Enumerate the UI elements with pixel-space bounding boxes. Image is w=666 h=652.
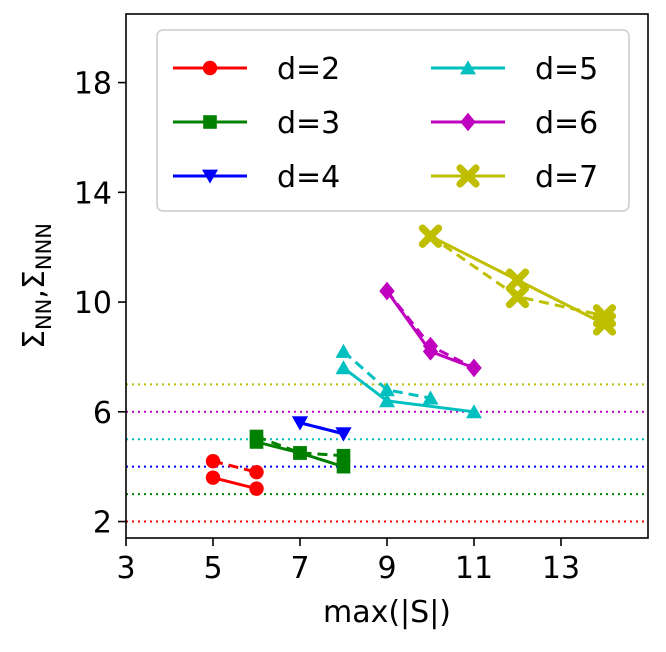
data-point-solid <box>336 459 351 474</box>
data-point-solid <box>422 342 439 361</box>
data-point-solid <box>466 404 482 419</box>
data-point-solid <box>379 281 395 301</box>
x-tick-label: 7 <box>290 551 309 586</box>
data-point-solid <box>249 435 264 449</box>
data-point-solid <box>505 268 530 292</box>
x-tick-label: 3 <box>116 551 135 586</box>
y-tick-label: 14 <box>74 176 112 211</box>
data-point-dashed <box>336 448 351 463</box>
y-label-separator: , <box>17 289 52 299</box>
legend-label: d=3 <box>277 106 340 141</box>
data-point-dashed <box>249 464 264 480</box>
legend-marker <box>203 115 217 129</box>
legend-label: d=7 <box>535 160 598 195</box>
legend-item-d=5: d=5 <box>431 52 598 87</box>
series-line-dashed <box>342 350 431 400</box>
legend-item-d=2: d=2 <box>173 52 340 87</box>
y-axis-label: ΣNN,ΣNNN <box>17 223 56 349</box>
data-point-dashed <box>335 343 352 358</box>
series-line-solid <box>342 366 475 414</box>
y-label-sub-nnn: NNN <box>32 223 56 270</box>
data-point-dashed <box>379 382 395 397</box>
x-axis-label: max(|S|) <box>323 595 451 630</box>
legend-item-d=7: d=7 <box>431 160 598 195</box>
data-point-solid <box>466 358 482 378</box>
data-point-solid <box>292 416 308 431</box>
data-point-solid <box>335 360 352 375</box>
legend-box <box>156 29 630 212</box>
data-point-dashed <box>505 284 530 309</box>
legend-item-d=6: d=6 <box>431 106 598 141</box>
y-label-sub-nn: NN <box>32 299 56 330</box>
y-tick-label: 6 <box>93 396 112 431</box>
y-tick-label: 18 <box>74 67 112 102</box>
data-point-solid <box>379 393 395 408</box>
legend-label: d=5 <box>535 52 598 87</box>
legend-marker <box>202 60 218 76</box>
y-label-sigma-2: Σ <box>17 270 52 289</box>
x-tick-label: 9 <box>377 551 396 586</box>
data-point-solid <box>205 470 221 485</box>
x-axis: 3 5 7 9 11 13 <box>116 538 580 586</box>
legend-item-d=4: d=4 <box>173 160 340 195</box>
data-point-solid <box>418 224 443 248</box>
legend-marker <box>460 112 476 132</box>
y-tick-label: 2 <box>93 506 112 541</box>
data-point-dashed <box>422 390 439 405</box>
legend-label: d=2 <box>277 52 340 87</box>
series-d=6 <box>379 281 482 378</box>
data-point-solid <box>335 427 352 442</box>
series-d=5 <box>335 343 482 419</box>
series-line-dashed <box>212 459 257 474</box>
data-point-dashed <box>205 453 221 469</box>
legend-label: d=4 <box>277 160 340 195</box>
data-point-solid <box>249 481 264 496</box>
data-point-solid <box>293 446 307 460</box>
legend-marker <box>202 169 218 184</box>
x-tick-label: 11 <box>455 551 493 586</box>
series-d=4 <box>292 416 352 442</box>
legend-item-d=3: d=3 <box>173 106 340 141</box>
series-layer <box>205 224 617 496</box>
legend-marker <box>460 60 476 75</box>
y-axis: 2 6 10 14 18 <box>74 67 126 541</box>
legend-marker <box>456 164 480 188</box>
y-tick-label: 10 <box>74 286 112 321</box>
x-tick-label: 13 <box>542 551 580 586</box>
series-d=7 <box>418 224 617 336</box>
legend-label: d=6 <box>535 106 598 141</box>
x-tick-label: 5 <box>203 551 222 586</box>
y-label-sigma-1: Σ <box>17 330 52 349</box>
data-point-solid <box>592 312 617 336</box>
series-d=2 <box>205 453 264 496</box>
series-d=3 <box>249 429 351 474</box>
legend: d=2 d=3 d=4 d=5 d=6 d=7 <box>156 29 630 212</box>
series-line-solid <box>212 476 257 491</box>
series-line-solid <box>299 421 344 436</box>
